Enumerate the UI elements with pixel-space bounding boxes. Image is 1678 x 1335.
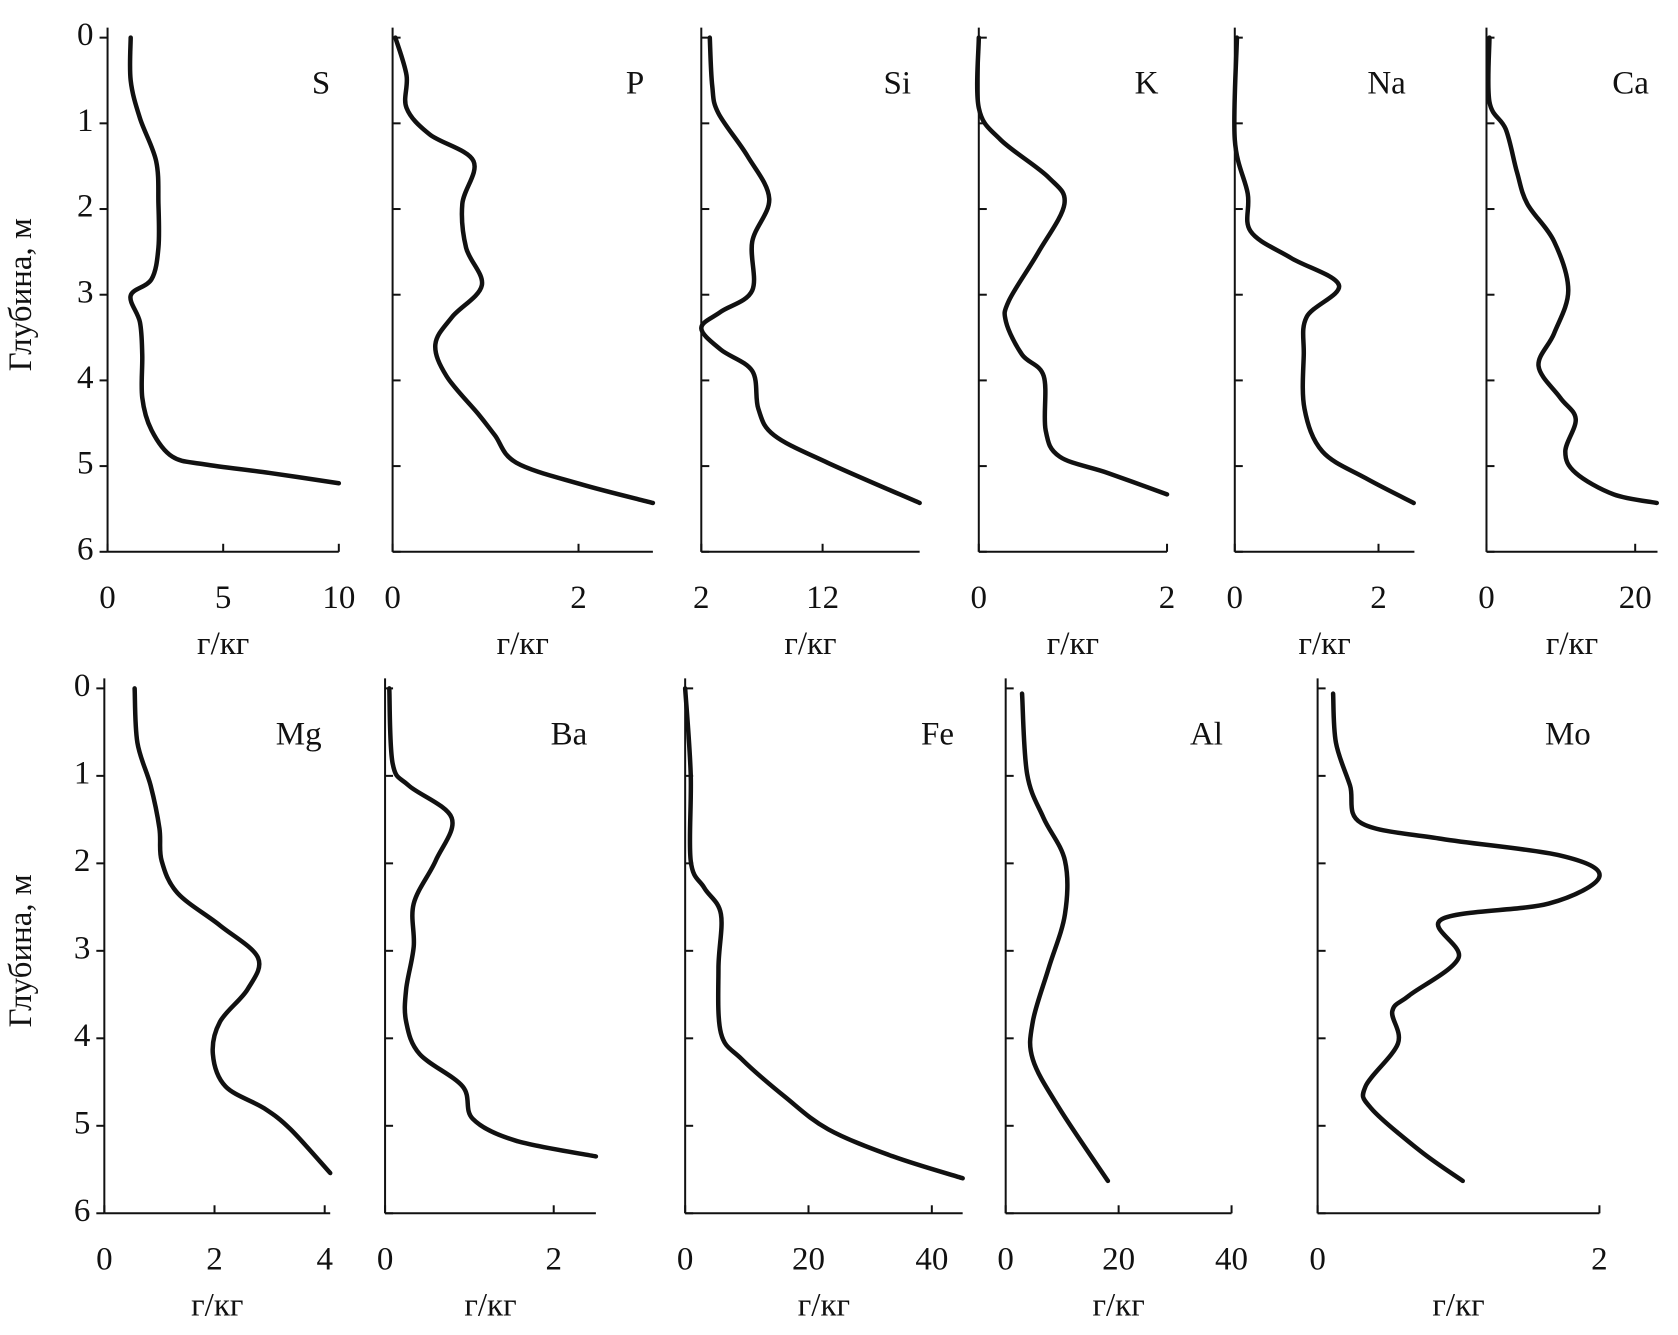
panel-title: Ba	[551, 716, 588, 752]
x-tick-label: 0	[997, 1241, 1014, 1277]
x-tick-label: 2	[206, 1241, 223, 1277]
panel-title: Ca	[1612, 66, 1649, 102]
profile-line	[1019, 691, 1111, 1184]
profile-line	[393, 35, 656, 506]
y-tick-label: 3	[77, 274, 94, 310]
y-tick-label: 1	[74, 755, 91, 791]
y-tick-label: 5	[74, 1105, 91, 1141]
x-tick-label: 0	[384, 580, 401, 616]
x-tick-label: 2	[1159, 580, 1176, 616]
x-tick-label: 0	[1227, 580, 1244, 616]
x-axis-label: г/кг	[1047, 626, 1099, 662]
y-tick-label: 2	[77, 189, 94, 225]
panel-title: Mg	[276, 716, 322, 752]
profile-line	[682, 686, 965, 1181]
x-tick-label: 40	[915, 1241, 948, 1277]
x-axis-label: г/кг	[784, 626, 836, 662]
panel-title: S	[312, 66, 330, 102]
x-tick-label: 2	[693, 580, 710, 616]
x-tick-label: 20	[792, 1241, 825, 1277]
x-axis-label: г/кг	[191, 1288, 243, 1324]
x-tick-label: 5	[215, 580, 232, 616]
x-tick-label: 10	[322, 580, 355, 616]
profile-line	[132, 686, 333, 1176]
x-tick-label: 0	[1309, 1241, 1326, 1277]
y-axis-label: Глубина, м	[3, 218, 39, 371]
x-tick-label: 2	[570, 580, 587, 616]
x-tick-label: 20	[1619, 580, 1652, 616]
x-axis-label: г/кг	[1298, 626, 1350, 662]
y-tick-label: 4	[74, 1018, 91, 1054]
x-axis-label: г/кг	[1546, 626, 1598, 662]
x-axis-label: г/кг	[464, 1288, 516, 1324]
y-tick-label: 3	[74, 930, 91, 966]
x-axis-label: г/кг	[1092, 1288, 1144, 1324]
x-tick-label: 0	[377, 1241, 394, 1277]
x-tick-label: 4	[316, 1241, 333, 1277]
x-tick-label: 0	[1478, 580, 1495, 616]
x-tick-label: 2	[545, 1241, 562, 1277]
x-tick-label: 2	[1591, 1241, 1608, 1277]
y-tick-label: 0	[77, 17, 94, 53]
panel-title: Al	[1190, 716, 1223, 752]
x-tick-label: 20	[1102, 1241, 1135, 1277]
panel-title: Mo	[1545, 716, 1591, 752]
y-tick-label: 6	[77, 531, 94, 567]
x-axis-label: г/кг	[497, 626, 549, 662]
panel-title: Fe	[921, 716, 954, 752]
x-tick-label: 0	[677, 1241, 694, 1277]
profile-line	[127, 35, 342, 486]
x-axis-label: г/кг	[798, 1288, 850, 1324]
x-axis-label: г/кг	[1432, 1288, 1484, 1324]
y-tick-label: 4	[77, 360, 94, 396]
x-tick-label: 0	[971, 580, 988, 616]
profile-line	[1485, 35, 1660, 506]
y-tick-label: 6	[74, 1193, 91, 1229]
panel-title: Na	[1367, 66, 1406, 102]
y-tick-label: 5	[77, 446, 94, 482]
x-tick-label: 0	[99, 580, 116, 616]
x-tick-label: 0	[96, 1241, 113, 1277]
profile-line	[1232, 35, 1416, 506]
panel-title: P	[626, 66, 644, 102]
profile-line	[974, 35, 1170, 497]
y-tick-label: 2	[74, 843, 91, 879]
x-tick-label: 40	[1215, 1241, 1248, 1277]
x-tick-label: 12	[806, 580, 839, 616]
panel-title: Si	[884, 66, 912, 102]
x-axis-label: г/кг	[197, 626, 249, 662]
y-tick-label: 1	[77, 103, 94, 139]
y-axis-label: Глубина, м	[3, 874, 39, 1027]
profile-line	[699, 35, 922, 506]
y-tick-label: 0	[74, 668, 91, 704]
profile-line	[387, 686, 599, 1159]
profile-line	[1330, 691, 1602, 1184]
x-tick-label: 2	[1370, 580, 1387, 616]
panel-title: K	[1135, 66, 1159, 102]
